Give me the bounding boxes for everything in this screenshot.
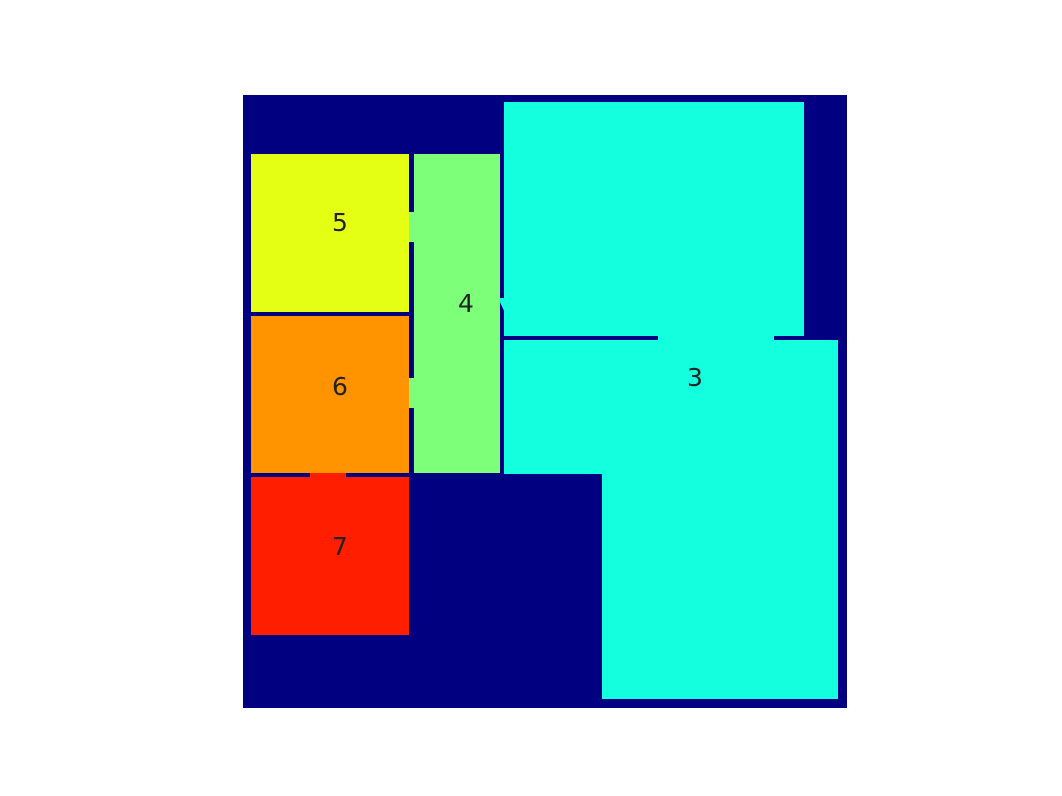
room-3-label: 3 xyxy=(687,363,703,392)
room-3: 3 xyxy=(498,102,838,699)
room-4-label: 4 xyxy=(458,289,474,318)
room-5-label: 5 xyxy=(332,208,348,237)
room-7-label: 7 xyxy=(332,532,348,561)
room-6: 6 xyxy=(251,316,409,473)
room-7: 7 xyxy=(251,473,409,635)
room-5: 5 xyxy=(251,154,409,312)
room-4: 4 xyxy=(409,154,500,473)
room-6-label: 6 xyxy=(332,372,348,401)
